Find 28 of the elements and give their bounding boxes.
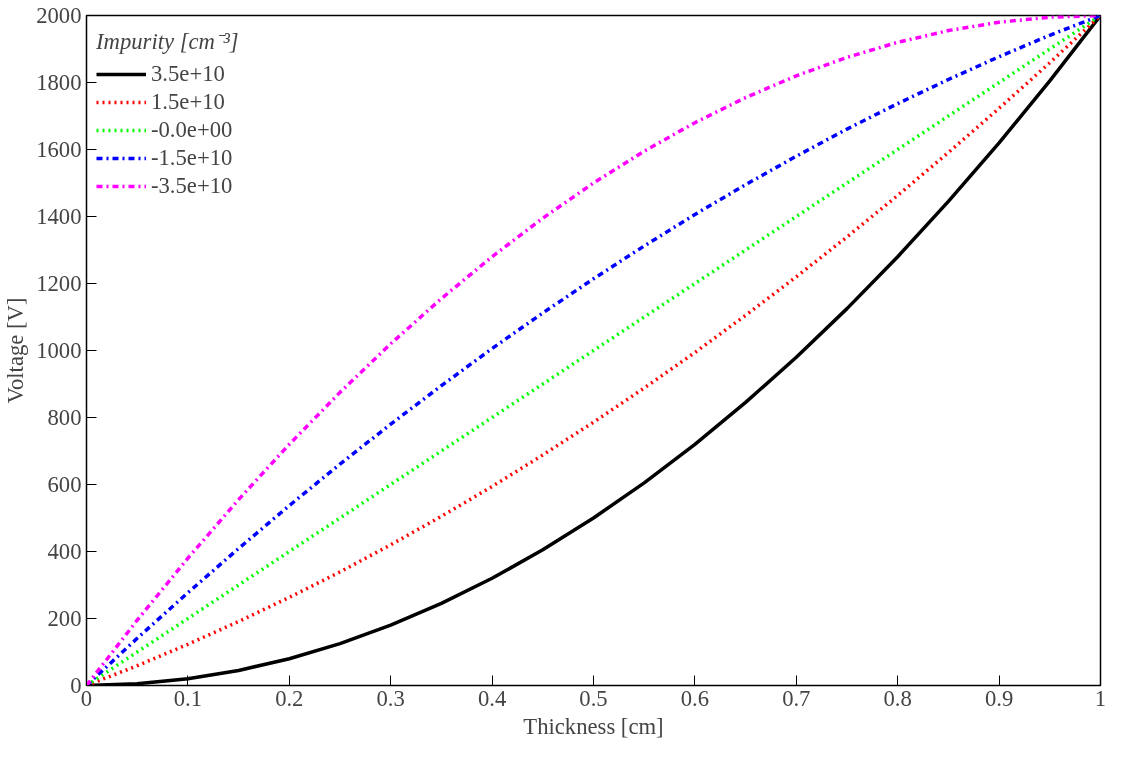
x-axis-title: Thickness [cm] bbox=[523, 713, 664, 739]
y-tick-label: 200 bbox=[47, 606, 82, 631]
x-tick-label: 0.4 bbox=[477, 685, 507, 711]
y-tick-label: 1800 bbox=[36, 70, 82, 95]
y-tick-label: 1400 bbox=[36, 204, 82, 229]
x-tick-label: 1 bbox=[1094, 685, 1107, 711]
y-tick-label: 1000 bbox=[36, 338, 82, 363]
x-tick-label: 0.2 bbox=[275, 685, 304, 711]
y-axis-title: Voltage [V] bbox=[3, 297, 29, 404]
legend-label: -0.0e+00 bbox=[151, 117, 233, 143]
y-tick-label: 2000 bbox=[36, 3, 82, 28]
legend-label: -1.5e+10 bbox=[151, 145, 233, 171]
y-tick-label: 400 bbox=[47, 539, 82, 564]
y-tick-label: 600 bbox=[47, 472, 82, 497]
x-tick-label: 0.8 bbox=[883, 685, 912, 711]
x-tick-label: 0.6 bbox=[680, 685, 710, 711]
x-tick-label: 0.7 bbox=[782, 685, 811, 711]
y-tick-label: 1200 bbox=[36, 271, 82, 296]
y-tick-label: 1600 bbox=[36, 137, 82, 162]
x-tick-label: 0.3 bbox=[376, 685, 405, 711]
y-tick-label: 800 bbox=[47, 405, 82, 430]
x-tick-label: 0.9 bbox=[984, 685, 1014, 711]
legend-label: 3.5e+10 bbox=[151, 61, 225, 87]
legend-label: 1.5e+10 bbox=[151, 89, 225, 115]
legend-title: Impurity [cm⁻³] bbox=[96, 28, 239, 56]
legend-label: -3.5e+10 bbox=[151, 173, 233, 199]
x-tick-label: 0.5 bbox=[579, 685, 608, 711]
x-tick-label: 0.1 bbox=[173, 685, 203, 711]
